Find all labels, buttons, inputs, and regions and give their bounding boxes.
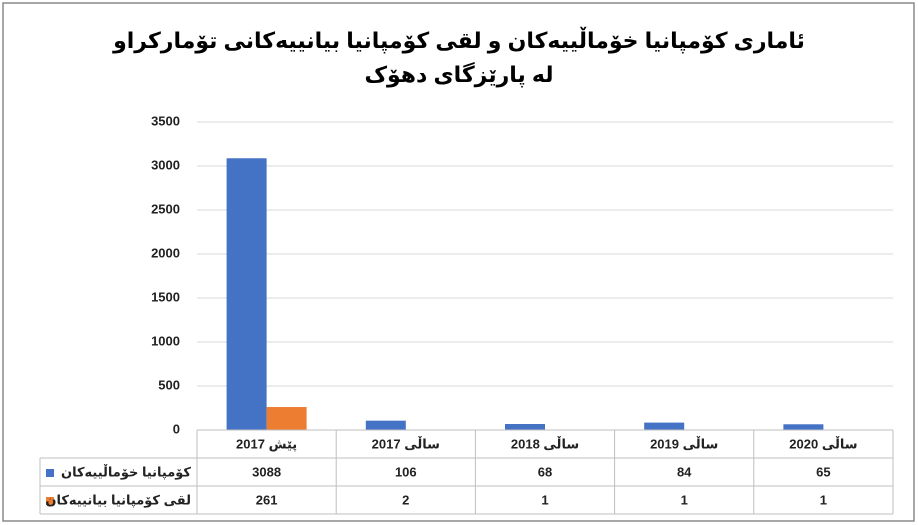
table-value: 1 bbox=[681, 492, 688, 507]
legend-label: لقی کۆمپانیا بیانییەکان bbox=[45, 492, 191, 507]
table-value: 84 bbox=[677, 464, 692, 479]
table-value: 3088 bbox=[252, 464, 281, 479]
y-tick-label: 3000 bbox=[151, 157, 180, 172]
bar bbox=[365, 420, 406, 430]
y-tick-label: 2000 bbox=[151, 245, 180, 260]
table-value: 68 bbox=[538, 464, 552, 479]
y-tick-label: 1500 bbox=[151, 289, 180, 304]
bar bbox=[505, 424, 545, 430]
y-tick-label: 3500 bbox=[151, 113, 180, 128]
chart-title: لە پارێزگای دهۆک bbox=[364, 61, 553, 88]
legend-key bbox=[46, 497, 54, 505]
x-tick-label: ساڵی 2017 bbox=[372, 435, 440, 451]
x-tick-label: ساڵی 2018 bbox=[511, 435, 579, 451]
y-tick-label: 1000 bbox=[151, 333, 180, 348]
table-value: 2 bbox=[402, 492, 409, 507]
x-tick-label: پێش 2017 bbox=[236, 436, 297, 451]
table-value: 65 bbox=[816, 464, 830, 479]
bar bbox=[226, 158, 267, 431]
bar bbox=[266, 407, 307, 430]
bar bbox=[644, 422, 685, 430]
table-value: 106 bbox=[395, 464, 417, 479]
bar bbox=[783, 424, 824, 430]
table-value: 1 bbox=[541, 492, 548, 507]
y-tick-label: 500 bbox=[158, 377, 180, 392]
chart-title: ئاماری کۆمپانیا خۆماڵییەکان و لقی کۆمپان… bbox=[112, 26, 805, 54]
y-tick-label: 0 bbox=[173, 421, 180, 436]
x-tick-label: ساڵی 2019 bbox=[650, 435, 718, 451]
table-value: 261 bbox=[256, 492, 278, 507]
y-tick-label: 2500 bbox=[151, 201, 180, 216]
legend-key bbox=[46, 469, 54, 477]
table-value: 1 bbox=[820, 492, 827, 507]
legend-label: کۆمپانیا خۆماڵییەکان bbox=[61, 463, 191, 479]
x-tick-label: ساڵی 2020 bbox=[789, 435, 857, 451]
